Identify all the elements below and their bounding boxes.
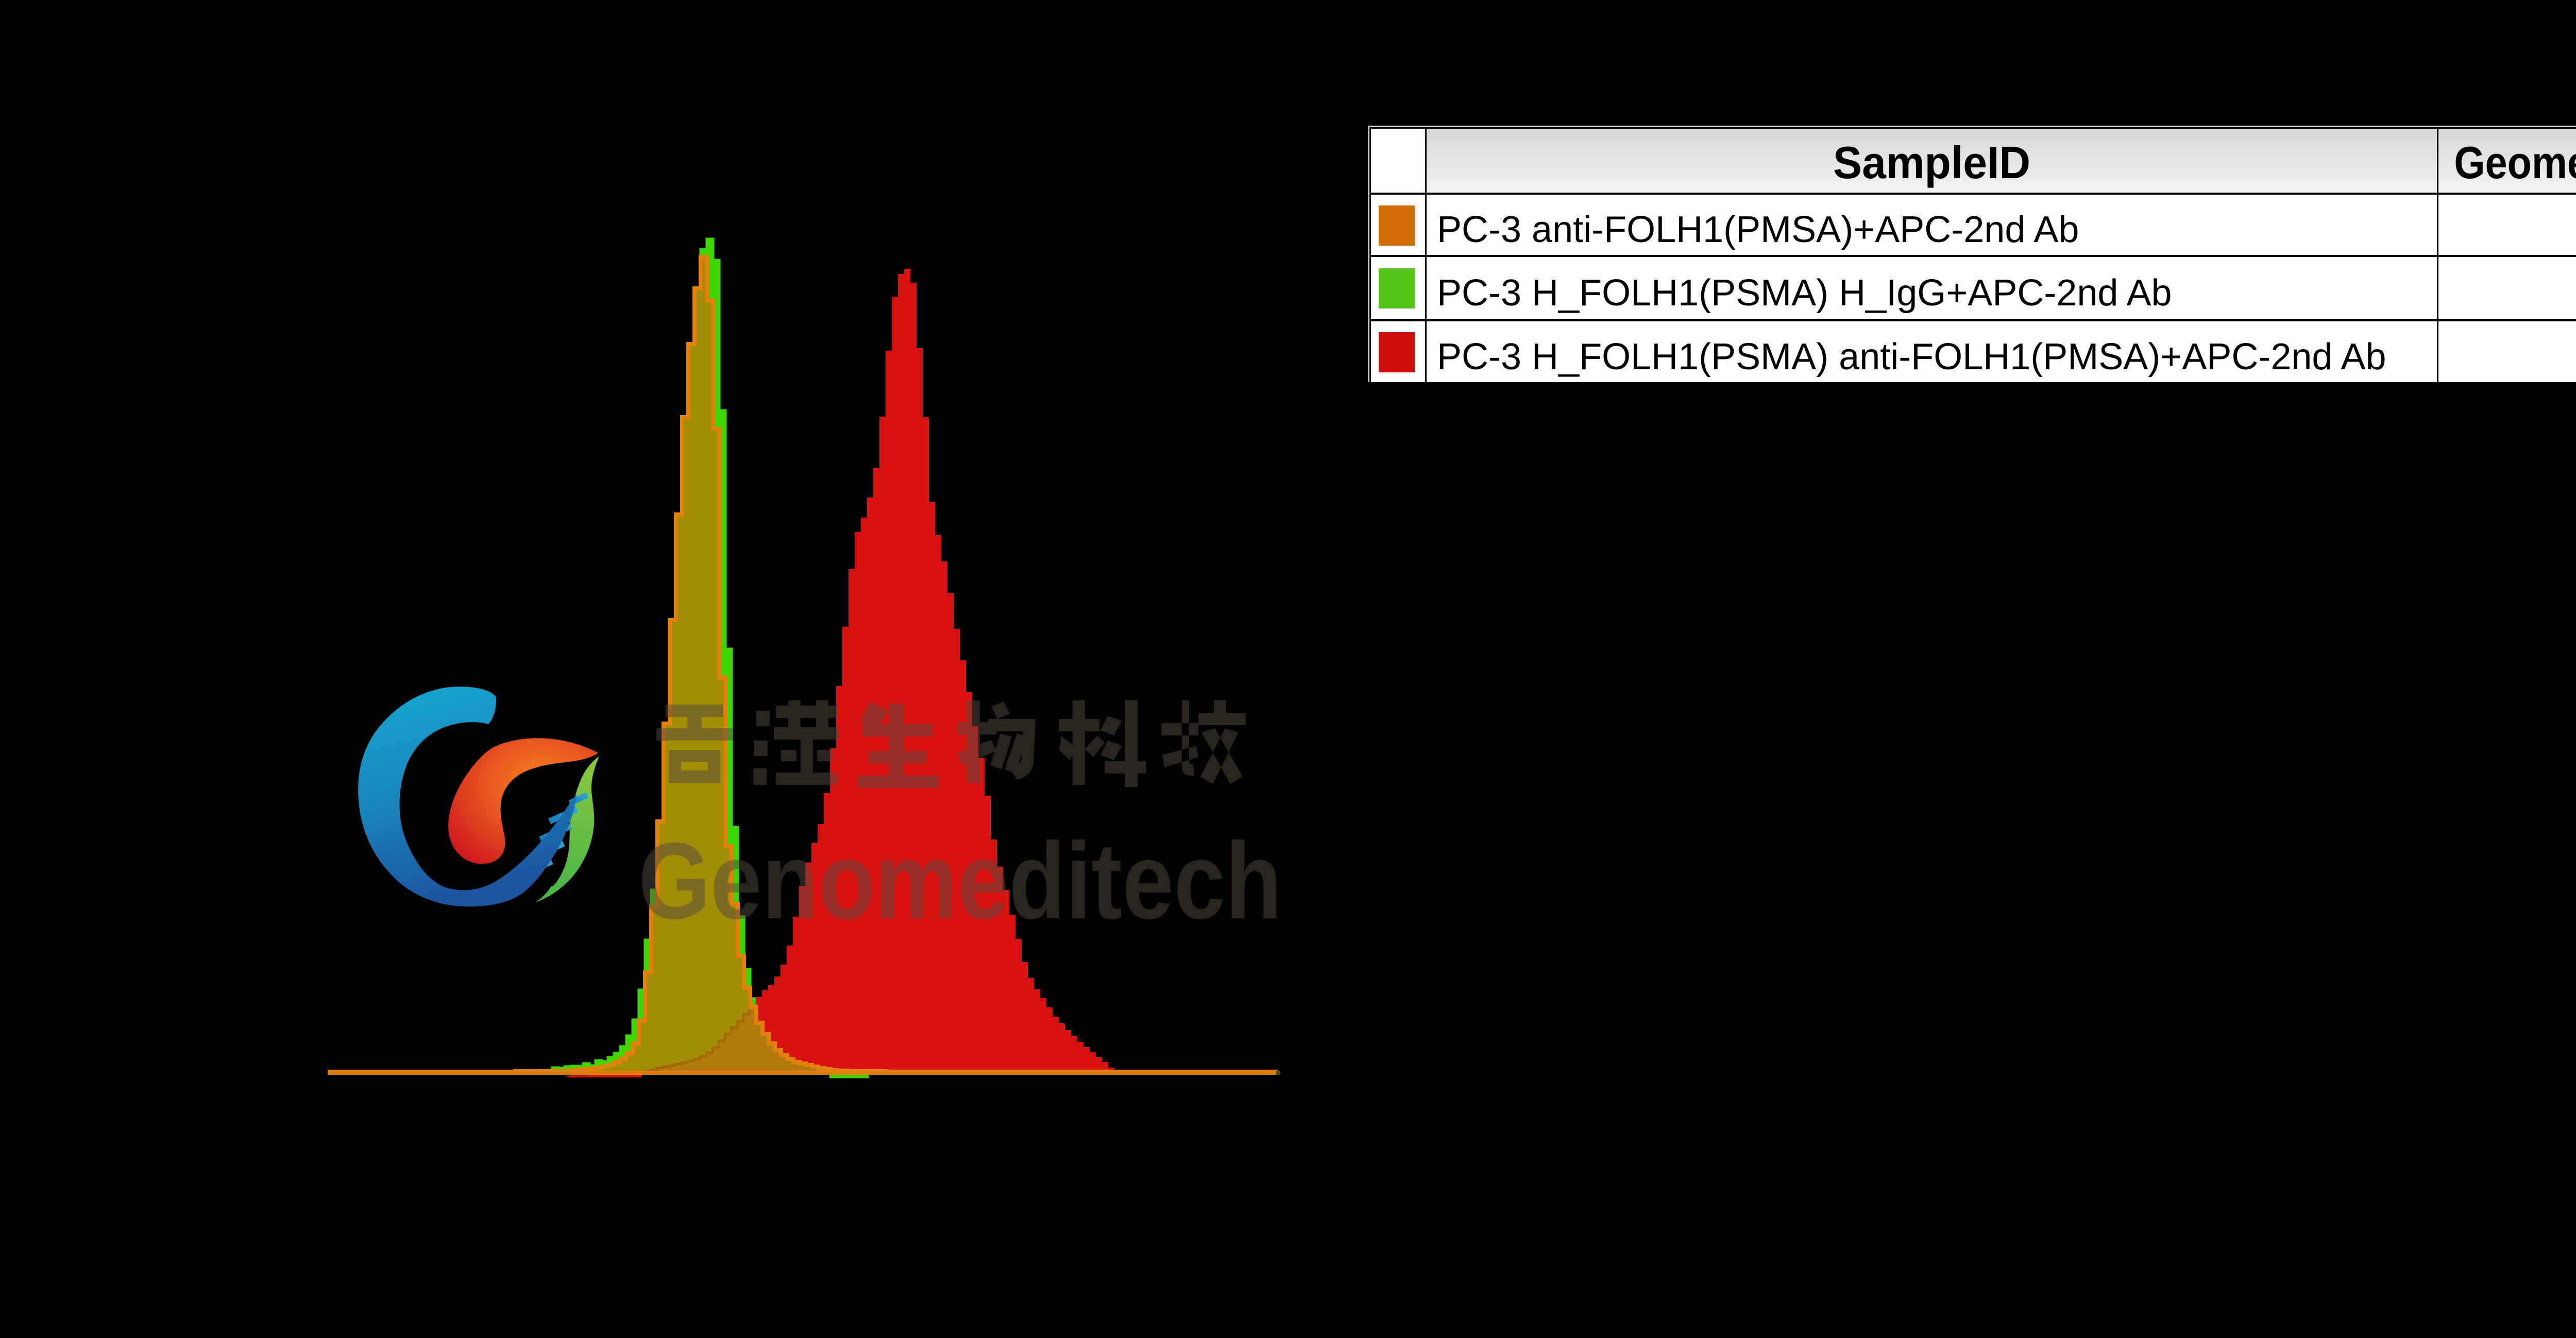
svg-text:Genomeditech: Genomeditech (638, 820, 1282, 941)
